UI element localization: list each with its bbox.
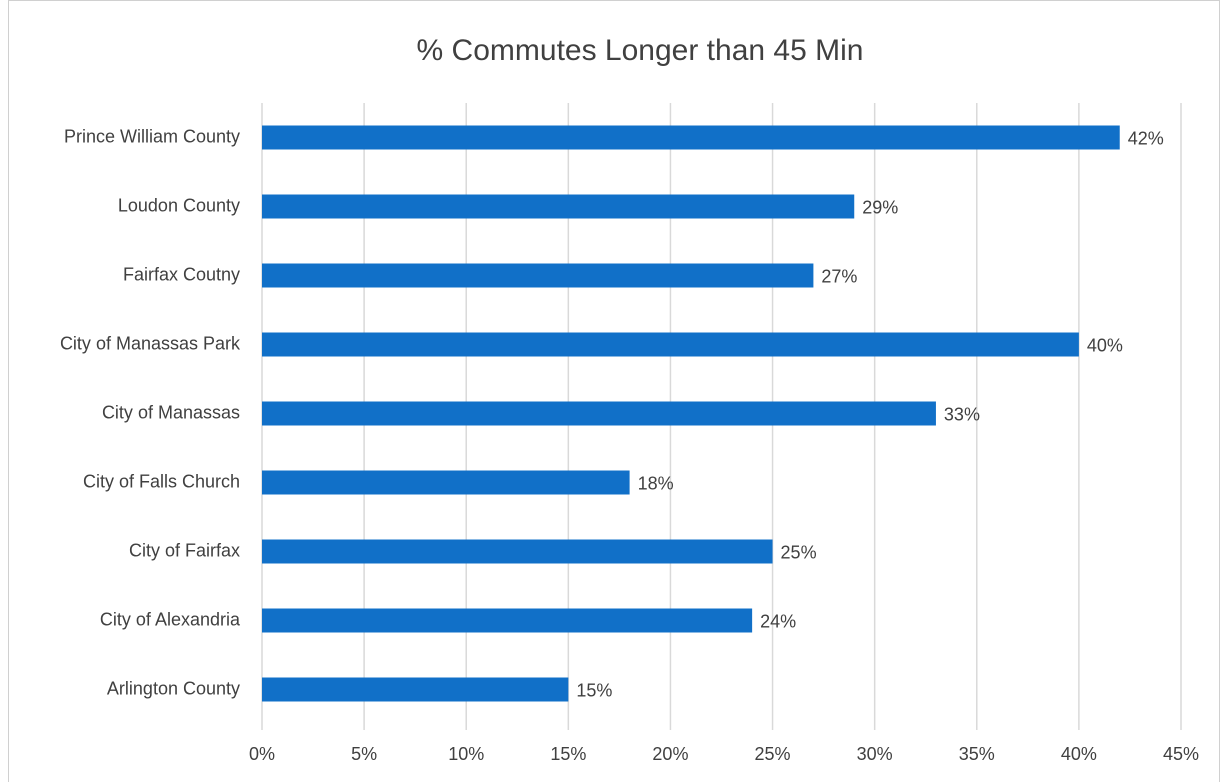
- bar: [262, 401, 936, 426]
- bar: [262, 194, 855, 219]
- y-tick-label: Fairfax Coutny: [123, 264, 240, 284]
- x-tick-label: 30%: [857, 744, 893, 764]
- y-tick-label: Prince William County: [64, 126, 240, 146]
- data-label: 33%: [944, 404, 980, 424]
- chart-title: % Commutes Longer than 45 Min: [417, 34, 864, 67]
- bar: [262, 125, 1120, 150]
- data-label: 24%: [760, 611, 796, 631]
- x-tick-label: 5%: [351, 744, 377, 764]
- bar: [262, 677, 569, 702]
- y-tick-label: City of Manassas Park: [60, 333, 241, 353]
- x-tick-label: 20%: [652, 744, 688, 764]
- bar: [262, 332, 1079, 357]
- bar: [262, 608, 753, 633]
- x-tick-label: 25%: [755, 744, 791, 764]
- data-label: 27%: [821, 266, 857, 286]
- data-label: 18%: [638, 473, 674, 493]
- data-label: 29%: [862, 197, 898, 217]
- x-tick-label: 15%: [550, 744, 586, 764]
- y-tick-label: City of Falls Church: [83, 471, 240, 491]
- y-tick-label: City of Manassas: [102, 402, 240, 422]
- y-tick-label: Arlington County: [107, 678, 240, 698]
- x-tick-label: 10%: [448, 744, 484, 764]
- x-tick-label: 40%: [1061, 744, 1097, 764]
- data-label: 40%: [1087, 335, 1123, 355]
- y-tick-label: City of Fairfax: [129, 540, 240, 560]
- data-label: 15%: [576, 680, 612, 700]
- chart-frame: [8, 0, 1220, 782]
- bar: [262, 263, 814, 288]
- data-label: 25%: [781, 542, 817, 562]
- data-label: 42%: [1128, 128, 1164, 148]
- bar: [262, 470, 630, 495]
- x-tick-label: 45%: [1163, 744, 1199, 764]
- bar: [262, 539, 773, 564]
- y-tick-label: City of Alexandria: [100, 609, 241, 629]
- x-tick-label: 0%: [249, 744, 275, 764]
- x-tick-label: 35%: [959, 744, 995, 764]
- y-tick-label: Loudon County: [118, 195, 240, 215]
